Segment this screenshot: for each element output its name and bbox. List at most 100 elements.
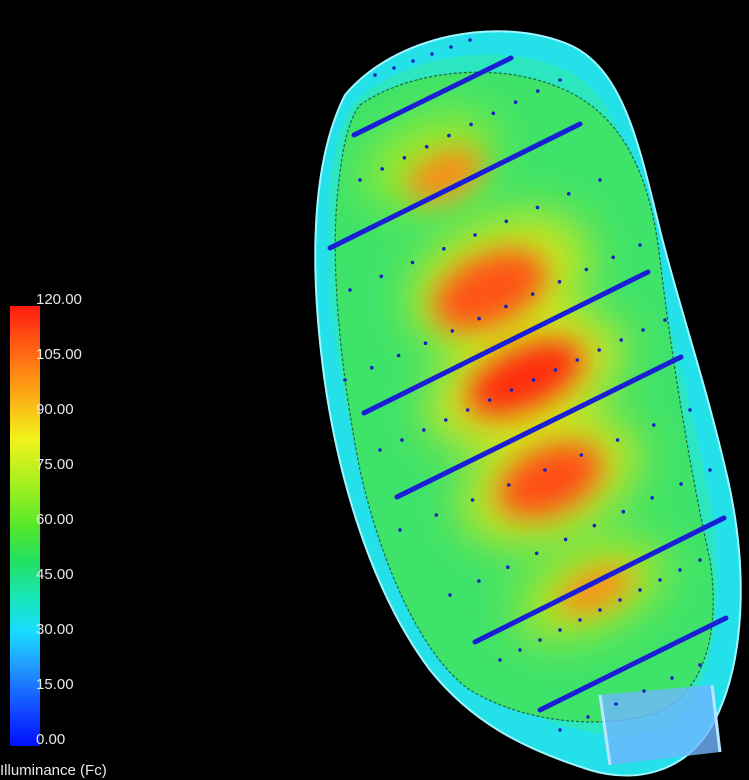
measurement-point (586, 715, 590, 719)
measurement-point (477, 316, 481, 321)
measurement-point (447, 133, 451, 138)
measurement-point (638, 243, 642, 247)
measurement-point (534, 551, 539, 556)
measurement-point (621, 509, 626, 514)
measurement-point (504, 219, 509, 224)
measurement-point (567, 192, 571, 196)
measurement-point (614, 702, 618, 706)
measurement-point (378, 448, 382, 452)
legend-tick-label: 120.00 (36, 291, 82, 308)
measurement-point (506, 565, 510, 569)
measurement-point (592, 523, 597, 528)
legend-tick-label: 105.00 (36, 346, 82, 363)
measurement-point (450, 329, 455, 333)
measurement-point (513, 100, 518, 104)
measurement-point (400, 438, 404, 442)
legend-tick-label: 15.00 (36, 676, 74, 693)
illuminance-color-scale (10, 306, 40, 746)
measurement-point (487, 398, 492, 402)
measurement-point (698, 663, 702, 667)
measurement-point (448, 593, 452, 597)
legend-title: Illuminance (Fc) (0, 762, 107, 779)
measurement-point (558, 78, 562, 82)
measurement-point (678, 568, 682, 572)
legend-tick-label: 75.00 (36, 456, 74, 473)
fixture-line (537, 615, 729, 713)
court-inner-border (334, 71, 714, 723)
entry-structure (600, 685, 720, 765)
measurement-point (392, 66, 396, 70)
measurement-point (618, 598, 622, 602)
legend-tick-label: 45.00 (36, 566, 74, 583)
measurement-point (597, 348, 601, 352)
fixture-line (394, 354, 684, 500)
measurement-point (434, 513, 439, 517)
measurement-point (491, 111, 496, 116)
measurement-point (535, 205, 540, 210)
measurement-point (396, 353, 401, 358)
measurement-point (507, 483, 511, 487)
measurement-point (498, 658, 502, 662)
measurement-point (688, 408, 692, 412)
measurement-point (663, 318, 667, 322)
measurement-point (518, 648, 522, 652)
measurement-point (598, 608, 602, 612)
measurement-point (410, 260, 415, 265)
measurement-point (379, 274, 384, 279)
measurement-point (358, 178, 362, 182)
fixture-line (351, 55, 514, 138)
measurement-point (708, 468, 712, 472)
measurement-point (465, 408, 470, 412)
measurement-point (411, 59, 415, 63)
measurement-point (398, 528, 402, 532)
measurement-point (557, 280, 562, 284)
fixture-lines (327, 55, 729, 713)
measurement-point (469, 122, 473, 127)
measurement-point (558, 728, 562, 732)
measurement-point (504, 304, 508, 309)
measurement-point (641, 328, 645, 332)
measurement-point (638, 588, 642, 592)
fixture-line (327, 121, 583, 251)
measurement-point (679, 482, 683, 486)
measurement-point (477, 579, 481, 583)
measurement-point (652, 423, 656, 427)
measurement-point (380, 167, 385, 171)
measurement-point (558, 628, 562, 632)
measurement-point (343, 378, 347, 382)
measurement-point (584, 267, 589, 272)
legend-tick-label: 30.00 (36, 621, 74, 638)
measurement-point (402, 156, 407, 160)
measurement-point (611, 255, 615, 260)
measurement-point (538, 638, 542, 642)
illuminance-field (335, 72, 714, 722)
measurement-point (553, 368, 558, 372)
measurement-point (579, 453, 584, 457)
measurement-point (563, 537, 568, 542)
measurement-point (578, 618, 582, 622)
measurement-point (470, 498, 475, 502)
measurement-point (348, 288, 352, 292)
measurement-point (442, 247, 446, 251)
measurement-point (642, 689, 646, 693)
measurement-point (598, 178, 602, 182)
measurement-point (575, 358, 580, 362)
legend-tick-label: 90.00 (36, 401, 74, 418)
fixture-line (361, 269, 651, 416)
fixture-line (472, 515, 727, 645)
measurement-point (658, 578, 662, 582)
measurement-point (370, 365, 374, 370)
measurement-point (698, 558, 702, 562)
measurement-point (424, 144, 429, 149)
measurement-point (650, 496, 654, 500)
measurement-point (531, 378, 536, 382)
measurement-point (619, 338, 623, 342)
legend-tick-label: 0.00 (36, 731, 66, 748)
measurement-point (423, 341, 428, 346)
measurement-point (430, 52, 434, 56)
measurement-point (473, 233, 477, 237)
measurement-point (543, 468, 547, 472)
measurement-point (468, 38, 472, 42)
measurement-point (373, 73, 377, 77)
